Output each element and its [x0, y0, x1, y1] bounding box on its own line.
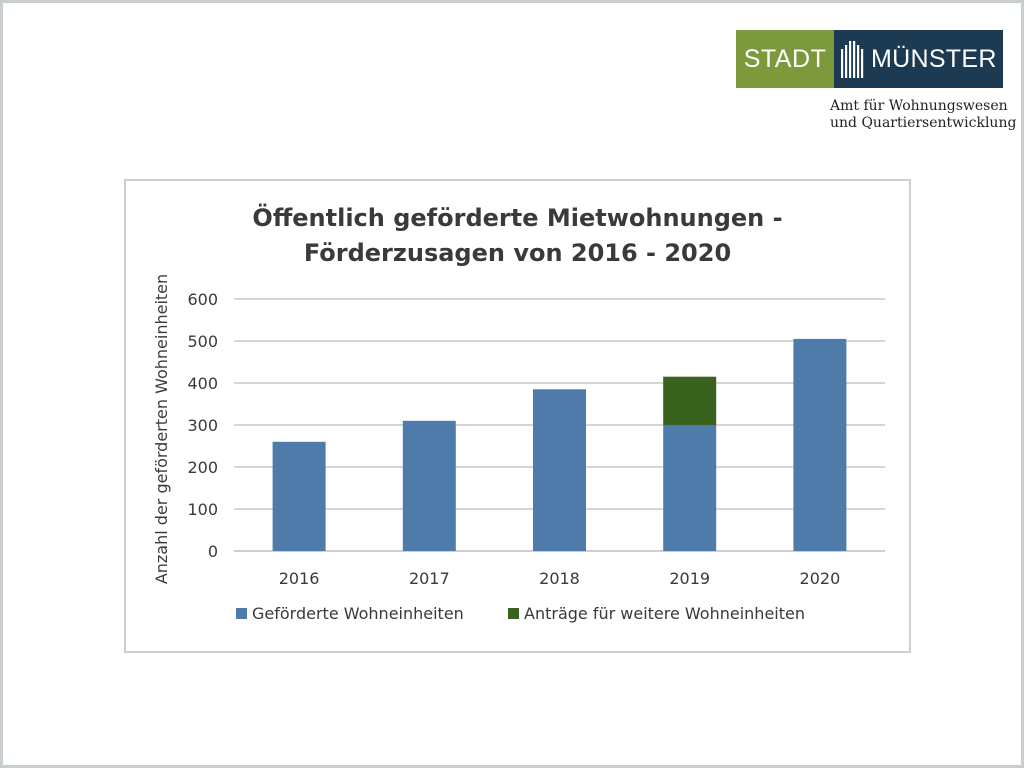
y-tick-label: 200 [187, 458, 218, 477]
y-tick-label: 0 [208, 542, 218, 561]
x-tick-label: 2018 [539, 569, 580, 588]
x-tick-label: 2016 [279, 569, 320, 588]
department-line-1: Amt für Wohnungswesen [830, 98, 1008, 114]
chart-title-line-1: Öffentlich geförderte Mietwohnungen - [252, 204, 783, 232]
legend-swatch [508, 608, 519, 619]
department-line-2: und Quartiersentwicklung [830, 115, 1017, 131]
x-tick-label: 2020 [800, 569, 841, 588]
bar-chart: 0 100 200 300 400 500 600 Anzahl der geförderte… [152, 274, 885, 623]
y-tick-label: 400 [187, 374, 218, 393]
bar-gefoerderte-2017 [402, 420, 456, 551]
bar-gefoerderte-2016 [272, 441, 326, 551]
logo-left-text: STADT [743, 45, 827, 73]
y-axis-label: Anzahl der geförderten Wohneinheiten [152, 274, 171, 584]
bar-antraege-2019 [663, 376, 717, 425]
legend-label: Geförderte Wohneinheiten [252, 604, 464, 623]
department-name: Amt für Wohnungswesen und Quartiersentwi… [830, 98, 1016, 132]
chart-title-line-2: Förderzusagen von 2016 - 2020 [303, 239, 732, 267]
logo-right-panel: MÜNSTER [834, 30, 1003, 88]
stadt-muenster-logo: STADT MÜNSTER [736, 30, 1003, 88]
y-tick-label: 300 [187, 416, 218, 435]
y-tick-label: 500 [187, 332, 218, 351]
bar-gefoerderte-2020 [793, 338, 847, 551]
chart-title: Öffentlich geförderte Mietwohnungen - Fö… [126, 201, 909, 271]
bar-gefoerderte-2019 [663, 425, 717, 551]
x-tick-label: 2017 [409, 569, 450, 588]
legend-swatch [236, 608, 247, 619]
bar-gefoerderte-2018 [533, 389, 586, 551]
logo-left-panel: STADT [736, 30, 834, 88]
logo-right-text: MÜNSTER [871, 45, 997, 73]
y-tick-label: 600 [187, 290, 218, 309]
y-tick-label: 100 [187, 500, 218, 519]
chart-container: Öffentlich geförderte Mietwohnungen - Fö… [124, 179, 911, 653]
city-skyline-icon [841, 41, 864, 78]
legend-label: Anträge für weitere Wohneinheiten [524, 604, 805, 623]
x-tick-label: 2019 [669, 569, 710, 588]
